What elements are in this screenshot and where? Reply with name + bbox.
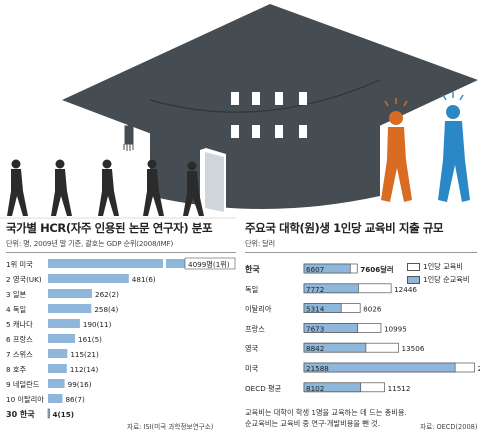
edu-chart-title: 주요국 대학(원)생 1인당 교육비 지출 규모: [245, 221, 444, 235]
hcr-category-label: 2 영국(UK): [6, 275, 42, 284]
hcr-source: 자료: ISI(미국 과학정보연구소): [127, 423, 214, 431]
hcr-value-label: 161(5): [78, 335, 102, 344]
hcr-category-label: 3 일본: [6, 290, 26, 299]
hcr-bar: [48, 379, 65, 388]
edu-category-label: 영국: [245, 344, 259, 353]
hcr-category-label: 10 이탈리아: [6, 395, 44, 404]
hcr-category-label: 5 캐나다: [6, 320, 33, 329]
legend-item-net: 1인당 순교육비: [407, 275, 479, 285]
edu-total-label: 10995: [384, 324, 407, 333]
edu-source: 자료: OECD(2008): [420, 423, 478, 431]
legend-label-net: 1인당 순교육비: [423, 275, 470, 284]
edu-net-label: 8842: [306, 344, 324, 353]
legend-label-total: 1인당 교육비: [423, 262, 463, 271]
walking-person-icon: [7, 159, 28, 216]
edu-total-label: 8026: [363, 305, 382, 314]
hcr-value-label: 4(15): [53, 410, 75, 419]
hcr-value-label: 262(2): [95, 290, 119, 299]
legend-swatch-net: [407, 276, 420, 284]
orange-student-icon: [381, 98, 412, 202]
hcr-value-label: 4099명(1위): [188, 260, 230, 269]
walking-person-icon: [143, 159, 164, 216]
edu-category-label: 프랑스: [245, 324, 265, 333]
edu-net-bar: [303, 342, 367, 353]
edu-net-label: 6607: [306, 265, 324, 274]
edu-total-label: 24370: [478, 364, 480, 373]
edu-notes: 교육비는 대학이 학생 1명을 교육하는 데 드는 총비용. 순교육비는 교육비…: [245, 407, 407, 429]
legend-swatch-total: [407, 263, 420, 271]
hcr-category-label: 7 스위스: [6, 350, 33, 359]
hcr-value-label: 258(4): [94, 305, 118, 314]
hcr-value-box: [184, 257, 236, 270]
edu-net-label: 21588: [306, 364, 329, 373]
hcr-divider: [6, 252, 236, 253]
edu-net-bar: [303, 323, 359, 333]
hcr-value-label: 112(14): [70, 365, 99, 374]
hcr-bar: [48, 274, 129, 283]
hcr-category-label: 1위 미국: [6, 260, 33, 269]
hcr-value-label: 99(16): [68, 380, 92, 389]
hcr-bar: [48, 349, 68, 358]
hcr-bar: [47, 408, 50, 419]
edu-legend: 1인당 교육비 1인당 순교육비: [407, 262, 479, 285]
edu-note-2: 순교육비는 교육비 중 연구·개발비용을 뺀 것.: [245, 419, 381, 428]
hcr-category-label: 8 호주: [6, 365, 26, 374]
hcr-bar: [48, 334, 76, 343]
legend-item-total: 1인당 교육비: [407, 262, 479, 272]
hcr-category-label: 9 네덜란드: [6, 380, 40, 389]
edu-net-label: 8102: [306, 384, 324, 393]
cap-door: [200, 148, 226, 215]
hcr-bar: [48, 259, 187, 268]
hcr-chart-title: 국가별 HCR(자주 인용된 논문 연구자) 분포: [6, 221, 213, 235]
hcr-chart-unit: 단위: 명, 2009년 말 기준, 괄호는 GDP 순위(2008/IMF): [6, 239, 174, 248]
edu-net-label: 5314: [306, 305, 325, 314]
edu-total-label: 12446: [394, 285, 417, 294]
edu-net-bar: [303, 362, 456, 373]
header-illustration: [0, 4, 478, 219]
edu-net-bar: [303, 382, 362, 393]
edu-net-bar: [303, 263, 351, 274]
edu-category-label: 미국: [245, 364, 259, 373]
edu-net-label: 7772: [306, 285, 324, 294]
edu-category-label: OECD 평균: [245, 384, 282, 393]
edu-total-label: 7606달러: [360, 265, 393, 274]
hcr-bar: [48, 289, 93, 298]
edu-net-bar: [303, 303, 342, 313]
walking-person-icon: [183, 161, 204, 216]
hcr-bar: [48, 304, 92, 313]
edu-total-label: 11512: [388, 384, 411, 393]
edu-net-bar: [303, 283, 359, 294]
axis-break-mark: [163, 258, 166, 269]
hcr-category-label: 4 독일: [6, 305, 26, 314]
hcr-category-label: 6 프랑스: [6, 335, 33, 344]
edu-total-label: 13506: [402, 344, 425, 353]
blue-professor-icon: [438, 92, 470, 202]
edu-category-label: 독일: [245, 285, 258, 294]
hcr-value-label: 190(11): [83, 320, 112, 329]
hcr-value-label: 481(6): [132, 275, 156, 284]
edu-divider: [245, 252, 477, 253]
edu-chart-unit: 단위: 달러: [245, 239, 275, 248]
edu-note-1: 교육비는 대학이 학생 1명을 교육하는 데 드는 총비용.: [245, 408, 407, 417]
walking-person-icon: [98, 159, 119, 216]
edu-net-label: 7673: [306, 324, 324, 333]
hcr-bar: [48, 394, 63, 403]
hcr-bar: [48, 364, 67, 373]
hcr-bar-chart: 1위 미국 4099명(1위) 2 영국(UK) 481(6) 3 일본 262(2) 4 …: [6, 257, 236, 419]
walking-person-icon: [51, 159, 72, 216]
hcr-value-label: 115(21): [70, 350, 99, 359]
edu-category-label: 이탈리아: [245, 305, 272, 314]
tassel-icon: [123, 89, 134, 151]
hcr-value-label: 86(7): [65, 395, 85, 404]
hcr-bar: [48, 319, 80, 328]
cap-windows: [231, 92, 307, 138]
hcr-category-label: 30 한국: [6, 409, 35, 419]
edu-category-label: 한국: [245, 264, 260, 274]
